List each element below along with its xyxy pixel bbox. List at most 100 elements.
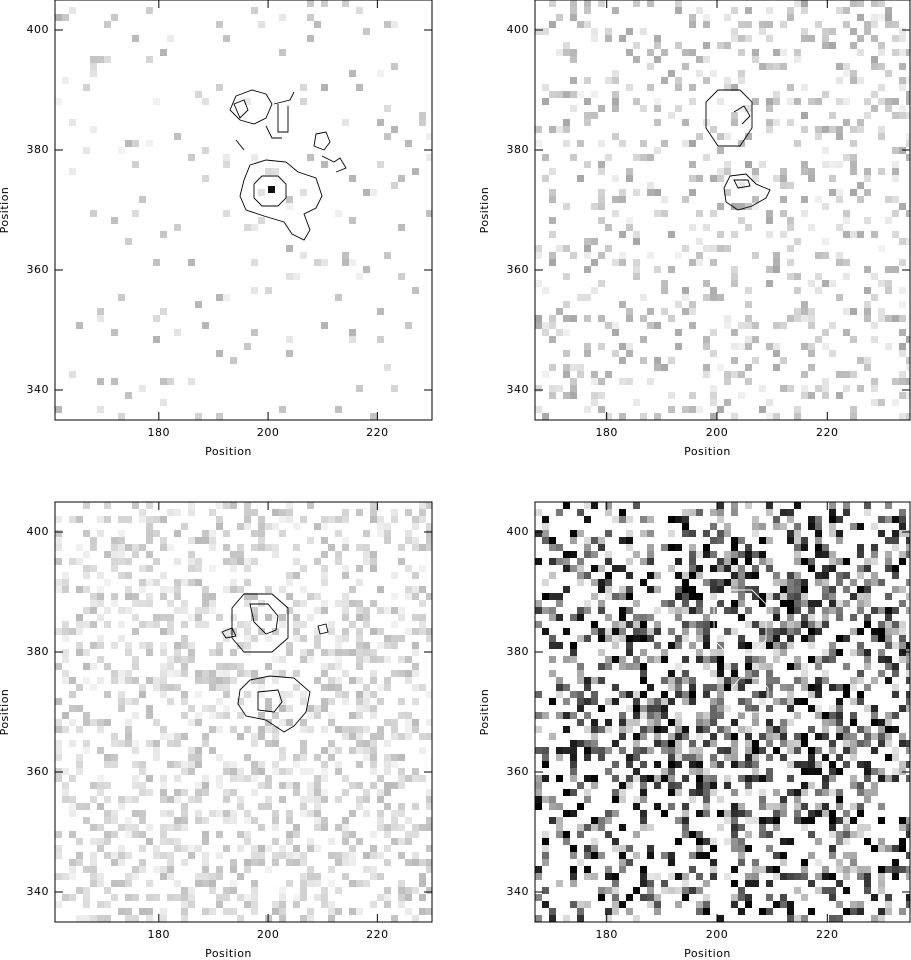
pixel — [237, 642, 244, 649]
pixel — [906, 642, 910, 649]
pixel — [160, 873, 167, 880]
pixel — [69, 516, 76, 523]
pixel — [160, 796, 167, 803]
pixel — [584, 824, 591, 831]
pixel — [605, 747, 612, 754]
pixel — [97, 600, 104, 607]
pixel — [822, 126, 829, 133]
pixel — [885, 558, 892, 565]
contour — [229, 89, 273, 125]
pixel — [307, 712, 314, 719]
pixel — [752, 357, 759, 364]
pixel — [626, 84, 633, 91]
pixel — [69, 796, 76, 803]
pixel — [591, 698, 598, 705]
pixel — [139, 516, 146, 523]
pixel — [111, 880, 118, 887]
pixel — [892, 544, 899, 551]
pixel — [223, 294, 230, 301]
pixel — [90, 852, 97, 859]
pixel — [104, 21, 111, 28]
pixel — [398, 175, 405, 182]
pixel — [605, 530, 612, 537]
pixel — [717, 98, 724, 105]
pixel — [661, 656, 668, 663]
pixel — [195, 754, 202, 761]
pixel — [864, 649, 871, 656]
pixel — [612, 77, 619, 84]
pixel — [160, 726, 167, 733]
pixel — [801, 663, 808, 670]
pixel — [62, 796, 69, 803]
pixel — [160, 670, 167, 677]
pixel — [612, 7, 619, 14]
pixel — [640, 628, 647, 635]
pixel — [675, 607, 682, 614]
pixel — [843, 308, 850, 315]
pixel — [209, 684, 216, 691]
pixel — [293, 789, 300, 796]
pixel — [724, 565, 731, 572]
pixel — [675, 663, 682, 670]
pixel — [356, 712, 363, 719]
pixel — [619, 537, 626, 544]
pixel — [605, 586, 612, 593]
pixel — [251, 670, 258, 677]
pixel — [377, 308, 384, 315]
pixel — [90, 782, 97, 789]
pixel — [195, 747, 202, 754]
pixel — [370, 873, 377, 880]
pixel — [577, 824, 584, 831]
pixel — [745, 754, 752, 761]
pixel — [349, 600, 356, 607]
pixel — [300, 252, 307, 259]
pixel — [570, 866, 577, 873]
pixel — [398, 782, 405, 789]
pixel — [689, 621, 696, 628]
pixel — [766, 642, 773, 649]
pixel — [717, 231, 724, 238]
pixel — [132, 140, 139, 147]
pixel — [188, 551, 195, 558]
contour — [705, 89, 753, 147]
pixel — [549, 168, 556, 175]
pixel — [244, 754, 251, 761]
x-tick-label: 180 — [148, 928, 171, 941]
pixel — [612, 684, 619, 691]
pixel — [174, 761, 181, 768]
pixel — [745, 831, 752, 838]
pixel — [731, 824, 738, 831]
y-tick-label: 400 — [27, 525, 50, 538]
pixel — [703, 224, 710, 231]
pixel — [293, 754, 300, 761]
pixel — [195, 677, 202, 684]
pixel — [731, 628, 738, 635]
pixel — [717, 747, 724, 754]
pixel — [549, 0, 556, 7]
pixel — [899, 621, 906, 628]
pixel — [139, 509, 146, 516]
pixel — [55, 558, 62, 565]
pixel — [633, 754, 640, 761]
pixel — [864, 217, 871, 224]
pixel — [878, 719, 885, 726]
pixel — [111, 329, 118, 336]
pixel — [591, 775, 598, 782]
pixel — [542, 154, 549, 161]
pixel — [258, 21, 265, 28]
pixel — [836, 789, 843, 796]
pixel — [843, 259, 850, 266]
pixel — [160, 789, 167, 796]
pixel — [689, 831, 696, 838]
pixel — [412, 684, 419, 691]
pixel — [710, 733, 717, 740]
pixel — [899, 203, 906, 210]
pixel — [104, 852, 111, 859]
pixel — [682, 530, 689, 537]
pixel — [724, 677, 731, 684]
pixel — [69, 873, 76, 880]
pixel — [682, 509, 689, 516]
pixel — [195, 845, 202, 852]
pixel — [689, 544, 696, 551]
pixel — [654, 698, 661, 705]
